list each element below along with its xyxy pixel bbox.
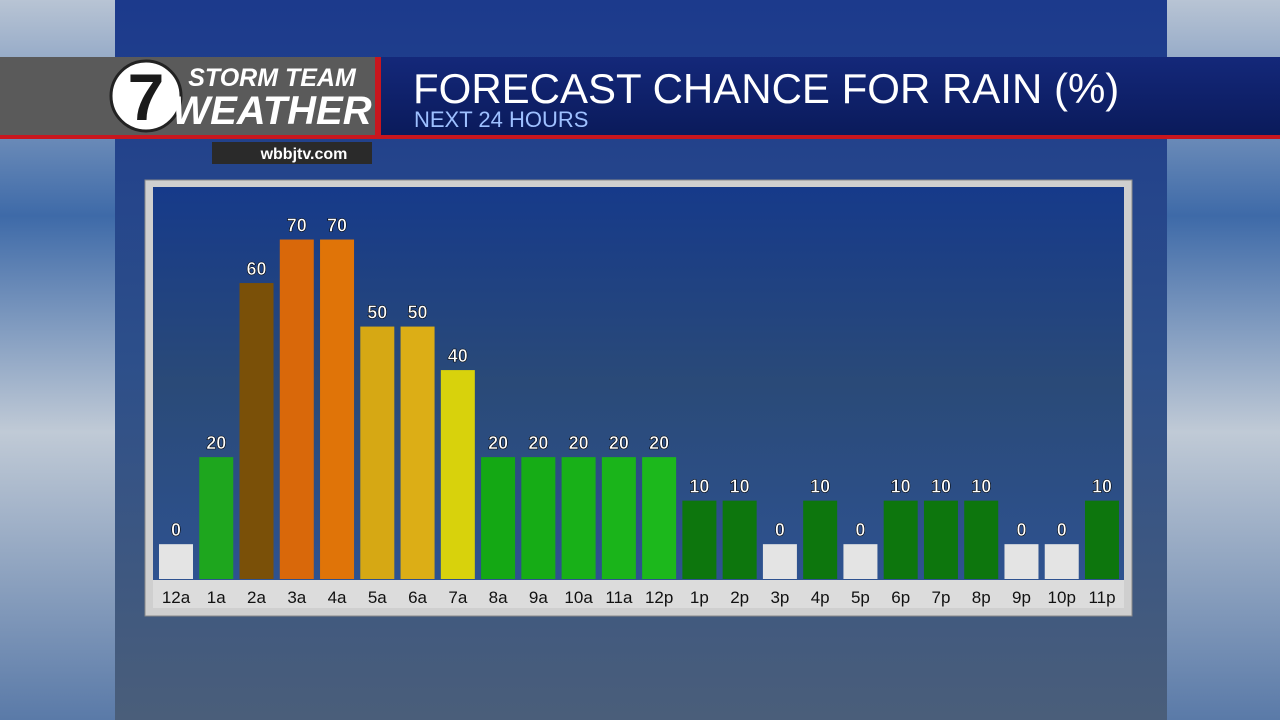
data-label: 10	[730, 477, 750, 497]
x-tick-label: 11p	[1088, 588, 1115, 607]
data-label: 0	[171, 520, 181, 540]
chart-subtitle: NEXT 24 HOURS	[414, 107, 588, 132]
x-tick-label: 11a	[605, 588, 633, 607]
bar	[883, 500, 918, 579]
x-tick-label: 10p	[1048, 588, 1076, 607]
x-tick-label: 12a	[162, 588, 191, 607]
bar	[762, 544, 797, 579]
data-label: 40	[448, 346, 468, 366]
data-label: 10	[891, 477, 911, 497]
data-label: 20	[609, 433, 629, 453]
bar	[803, 500, 838, 579]
logo-number: 7	[128, 60, 165, 134]
data-label: 60	[247, 259, 267, 279]
bar	[440, 370, 475, 579]
data-label: 10	[971, 477, 991, 497]
website-tab	[212, 142, 372, 164]
x-tick-label: 12p	[645, 588, 673, 607]
bar	[1004, 544, 1039, 579]
chart-title: FORECAST CHANCE FOR RAIN (%)	[413, 65, 1119, 112]
bar	[199, 457, 234, 579]
x-tick-label: 4a	[328, 588, 347, 607]
x-tick-label: 5a	[368, 588, 387, 607]
data-label: 10	[689, 477, 709, 497]
x-tick-label: 3p	[770, 588, 789, 607]
label-strip	[153, 580, 1124, 608]
data-label: 20	[569, 433, 589, 453]
data-label: 0	[855, 520, 865, 540]
data-label: 0	[775, 520, 785, 540]
bar	[923, 500, 958, 579]
x-tick-label: 2p	[730, 588, 749, 607]
x-tick-label: 9a	[529, 588, 548, 607]
data-label: 0	[1016, 520, 1026, 540]
bar	[722, 500, 757, 579]
logo-panel	[0, 57, 375, 137]
brand-line2: WEATHER	[172, 89, 371, 133]
x-tick-label: 2a	[247, 588, 266, 607]
x-tick-label: 9p	[1012, 588, 1031, 607]
bar	[481, 457, 516, 579]
data-label: 20	[649, 433, 669, 453]
bar	[1044, 544, 1079, 579]
x-tick-label: 7a	[448, 588, 467, 607]
x-tick-label: 5p	[851, 588, 870, 607]
data-label: 10	[810, 477, 830, 497]
data-label: 10	[1092, 477, 1112, 497]
plot-area	[153, 187, 1124, 580]
bar	[159, 544, 193, 579]
red-rule	[0, 135, 1280, 139]
data-label: 70	[327, 216, 347, 236]
bar	[279, 239, 314, 580]
x-tick-label: 3a	[287, 588, 306, 607]
bar	[360, 326, 395, 579]
brand-line1: STORM TEAM	[188, 64, 357, 92]
divider	[375, 57, 381, 137]
x-tick-label: 6p	[891, 588, 910, 607]
bar	[682, 500, 717, 579]
x-tick-label: 1p	[690, 588, 709, 607]
data-label: 20	[488, 433, 508, 453]
logo-circle	[109, 59, 183, 133]
data-label: 70	[287, 216, 307, 236]
x-tick-label: 1a	[207, 588, 226, 607]
x-tick-label: 8a	[489, 588, 508, 607]
website: wbbjtv.com	[260, 146, 348, 163]
data-label: 10	[931, 477, 951, 497]
bar	[601, 457, 636, 579]
x-tick-label: 7p	[931, 588, 950, 607]
data-label: 0	[1057, 520, 1067, 540]
data-label: 50	[367, 303, 387, 323]
bar	[964, 500, 999, 579]
bar	[320, 239, 355, 580]
bar	[400, 326, 435, 579]
x-tick-label: 6a	[408, 588, 427, 607]
x-tick-label: 8p	[972, 588, 991, 607]
bar	[521, 457, 556, 579]
x-tick-label: 4p	[811, 588, 830, 607]
bar	[1085, 500, 1119, 579]
x-tick-label: 10a	[564, 588, 593, 607]
bar	[843, 544, 878, 579]
data-label: 50	[408, 303, 428, 323]
bar	[561, 457, 596, 579]
bar	[239, 283, 274, 579]
data-label: 20	[206, 433, 226, 453]
data-label: 20	[528, 433, 548, 453]
bar	[642, 457, 677, 579]
bars: 0 12a 20 1a 60 2a 70 3a 70 4a 50 5a 50 6a 40 7a 20 8a 20 9a…	[159, 215, 1119, 607]
